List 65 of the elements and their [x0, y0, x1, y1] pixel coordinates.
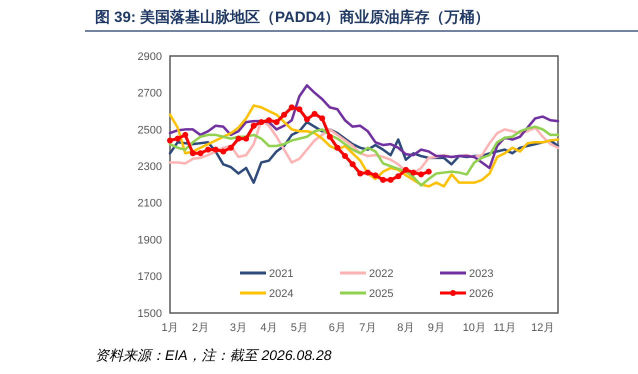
point: [205, 146, 212, 153]
text: 资料来源：EIA，注：截至 2026.08.28: [95, 347, 332, 363]
legend-label: 2022: [369, 268, 394, 280]
point: [326, 134, 333, 140]
point: [235, 136, 242, 142]
point: [258, 119, 264, 126]
point: [197, 150, 204, 156]
point: [334, 144, 340, 151]
point: [342, 153, 348, 160]
line-series: [168, 84, 560, 170]
legend-label: 2026: [469, 288, 494, 300]
legend-label: 2025: [369, 288, 394, 300]
x-tick-label: 12月: [531, 322, 554, 334]
point: [228, 144, 234, 151]
x-tick-label: 11月: [494, 322, 516, 334]
x-tick-label: 6月: [328, 322, 346, 334]
legend-label: 2023: [469, 268, 494, 280]
point: [250, 122, 257, 129]
point: [288, 104, 295, 110]
point: [364, 170, 371, 176]
x-tick-label: 5月: [290, 322, 308, 334]
y-tick-label: 2900: [138, 50, 162, 63]
y-tick-label: 2300: [138, 160, 162, 173]
point: [190, 150, 196, 156]
point: [296, 106, 302, 112]
x-tick-label: 1月: [161, 322, 179, 334]
point: [212, 146, 219, 153]
y-tick-label: 1900: [138, 234, 162, 246]
x-tick-label: 9月: [428, 322, 445, 334]
legend-label: 2021: [269, 268, 294, 280]
point: [357, 170, 364, 176]
point: [388, 176, 394, 183]
point: [312, 110, 318, 117]
point: [372, 172, 378, 178]
x-tick-label: 4月: [260, 322, 278, 334]
point: [418, 171, 424, 178]
x-tick-label: 3月: [230, 322, 248, 334]
x-tick-label: 10月: [462, 322, 486, 334]
point: [380, 176, 386, 183]
x-tick-label: 8月: [397, 322, 414, 334]
point: [220, 148, 226, 154]
point: [395, 173, 402, 180]
y-tick-label: 2500: [138, 124, 162, 136]
point: [304, 116, 310, 122]
y-tick-label: 1500: [138, 308, 162, 320]
x-tick-label: 2月: [192, 322, 209, 334]
y-tick-label: 1700: [138, 271, 162, 284]
point: [319, 115, 326, 122]
point: [274, 119, 280, 126]
point: [410, 170, 416, 176]
point: [174, 136, 181, 142]
point: [426, 168, 432, 175]
point: [350, 161, 356, 168]
point: [266, 117, 272, 124]
x-tick-label: 7月: [359, 322, 376, 334]
point: [167, 137, 173, 144]
legend-label: 2024: [269, 288, 294, 300]
point: [243, 136, 250, 142]
point: [402, 166, 409, 173]
line-series: [168, 104, 560, 188]
point: [182, 132, 188, 138]
y-tick-label: 2100: [138, 198, 162, 210]
point: [281, 112, 288, 118]
chart-title: 图 39: 美国落基山脉地区（PADD4）商业原油库存（万桶）: [95, 8, 490, 26]
y-tick-label: 2700: [138, 88, 162, 100]
